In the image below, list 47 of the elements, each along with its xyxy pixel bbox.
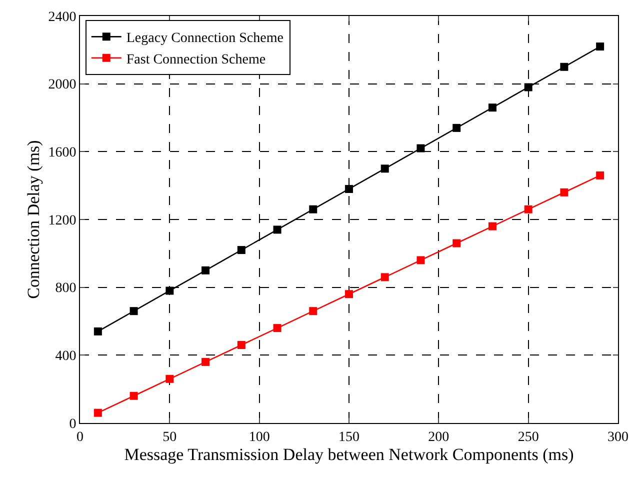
point <box>560 188 568 196</box>
point <box>416 256 425 264</box>
point <box>273 226 282 234</box>
point <box>488 104 496 112</box>
point <box>273 324 282 332</box>
y-tick-label: 1200 <box>48 213 76 228</box>
point <box>309 205 318 214</box>
x-tick-label: 300 <box>608 430 628 445</box>
point <box>524 83 532 92</box>
point <box>202 266 210 274</box>
x-tick-label: 200 <box>428 430 450 445</box>
x-tick-label: 250 <box>518 430 539 445</box>
point <box>130 392 138 400</box>
point <box>488 222 496 230</box>
y-tick-label: 800 <box>55 281 76 296</box>
point <box>166 286 174 295</box>
y-tick-label: 400 <box>55 349 76 364</box>
y-tick-label: 0 <box>69 416 76 432</box>
point <box>166 374 174 383</box>
point <box>416 144 425 152</box>
point <box>560 62 568 71</box>
x-tick-label: 50 <box>162 430 177 445</box>
point <box>94 327 102 336</box>
point <box>202 358 210 366</box>
point <box>345 290 353 298</box>
point <box>380 164 389 173</box>
point <box>452 124 461 132</box>
point <box>94 408 102 417</box>
legend-label: Legacy Connection Scheme <box>126 31 284 46</box>
point <box>345 184 353 193</box>
y-tick-label: 2000 <box>48 78 76 93</box>
x-tick-label: 100 <box>248 430 270 445</box>
y-axis-title: Connection Delay (ms) <box>24 140 43 299</box>
y-tick-label: 1600 <box>48 146 76 161</box>
point <box>309 307 318 316</box>
point <box>596 42 604 51</box>
point <box>596 171 604 180</box>
x-axis-title: Message Transmission Delay between Network Components (ms) <box>124 445 574 464</box>
point <box>237 246 246 254</box>
y-tick-label: 2400 <box>48 10 76 25</box>
point <box>130 307 138 316</box>
point <box>452 239 461 248</box>
point <box>380 273 389 282</box>
legend-label: Fast Connection Scheme <box>126 52 266 68</box>
point <box>237 340 246 349</box>
point <box>524 205 532 214</box>
x-tick-label: 150 <box>338 430 360 445</box>
